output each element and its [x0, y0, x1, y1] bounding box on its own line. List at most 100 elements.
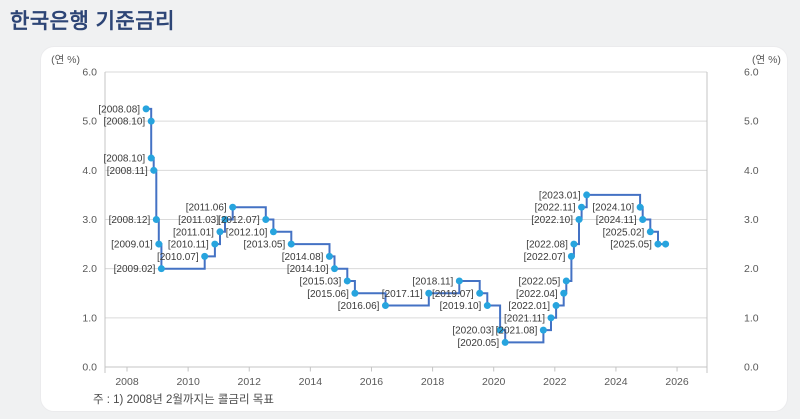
data-point-label: [2008.11] — [107, 166, 148, 177]
x-axis-tick-label: 2024 — [604, 376, 628, 388]
data-point-label: [2017.11] — [382, 289, 423, 300]
page-title: 한국은행 기준금리 — [10, 10, 175, 33]
data-point-label: [2010.07] — [157, 252, 199, 263]
data-point-label: [2012.07] — [218, 215, 260, 226]
data-point — [560, 289, 568, 297]
data-point — [221, 216, 229, 223]
data-point-label: [2022.11] — [535, 203, 576, 214]
data-point-label: [2022.07] — [524, 252, 566, 263]
y-axis-tick-label-left: 3.0 — [82, 214, 97, 226]
data-point-label: [2019.07] — [432, 289, 474, 300]
data-point — [575, 216, 583, 223]
data-point-label: [2025.05] — [610, 240, 652, 251]
data-point — [476, 289, 484, 297]
data-point — [455, 277, 463, 285]
data-point — [539, 326, 547, 334]
data-point-label: [2019.10] — [440, 301, 482, 312]
y-axis-tick-label-left: 6.0 — [82, 67, 97, 79]
data-point — [501, 338, 509, 346]
data-point — [152, 216, 160, 223]
data-point — [325, 252, 333, 260]
y-axis-tick-label-left: 2.0 — [82, 263, 97, 275]
data-point-label: [2011.06] — [186, 203, 227, 214]
y-axis-tick-label-right: 4.0 — [744, 165, 759, 177]
y-axis-tick-label-left: 4.0 — [82, 165, 97, 177]
x-axis-tick-label: 2010 — [176, 376, 200, 388]
data-point — [147, 117, 155, 125]
chart-footnote: 주 : 1) 2008년 2월까지는 콜금리 목표 — [93, 394, 274, 406]
data-point-label: [2022.04] — [516, 289, 558, 300]
data-point-label: [2020.03] — [452, 326, 494, 337]
data-point — [381, 302, 389, 310]
data-point — [343, 277, 351, 285]
data-point-label: [2020.05] — [457, 338, 499, 349]
data-point — [552, 302, 560, 310]
data-point-label: [2018.11] — [412, 276, 453, 287]
data-point — [211, 240, 219, 248]
data-point — [229, 203, 237, 211]
y-axis-tick-label-left: 5.0 — [82, 116, 97, 128]
data-point-label: [2022.05] — [519, 276, 561, 287]
x-axis-tick-label: 2026 — [665, 376, 689, 388]
data-point — [639, 216, 647, 223]
data-point — [216, 228, 224, 236]
data-point — [425, 289, 433, 297]
y-axis-tick-label-right: 0.0 — [744, 362, 759, 374]
x-axis-tick-label: 2022 — [543, 376, 567, 388]
x-axis-tick-label: 2016 — [360, 376, 384, 388]
data-point-label: [2008.10] — [103, 154, 145, 165]
data-point-label: [2022.08] — [526, 240, 568, 251]
data-point — [578, 203, 586, 211]
data-point-label: [2011.01] — [173, 227, 214, 238]
data-point — [351, 289, 359, 297]
data-point-label: [2011.03] — [178, 215, 219, 226]
data-point-label: [2015.03] — [300, 276, 342, 287]
unit-label-right: (연 %) — [752, 54, 781, 66]
x-axis-tick-label: 2020 — [482, 376, 506, 388]
data-point-label: [2021.08] — [496, 326, 538, 337]
data-point-label: [2009.01] — [111, 240, 153, 251]
data-point — [654, 240, 662, 248]
data-point — [583, 191, 591, 199]
y-axis-tick-label-right: 6.0 — [744, 67, 759, 79]
data-point — [570, 240, 578, 248]
y-axis-tick-label-right: 2.0 — [744, 263, 759, 275]
data-point — [562, 277, 570, 285]
data-point — [201, 252, 209, 260]
data-point-label: [2024.11] — [596, 215, 637, 226]
data-point — [262, 216, 270, 223]
y-axis-tick-label-right: 3.0 — [744, 214, 759, 226]
chart-card — [40, 46, 788, 412]
data-point — [150, 166, 158, 174]
data-point-label: [2012.10] — [226, 227, 268, 238]
data-point — [496, 326, 504, 334]
x-axis-tick-label: 2008 — [115, 376, 139, 388]
x-axis-tick-label: 2014 — [299, 376, 323, 388]
data-point-label: [2015.06] — [307, 289, 349, 300]
data-point-label: [2008.12] — [109, 215, 151, 226]
data-point — [662, 240, 670, 248]
unit-label-left: (연 %) — [51, 54, 80, 66]
data-point — [646, 228, 654, 236]
data-point — [483, 302, 491, 310]
y-axis-tick-label-left: 1.0 — [82, 312, 97, 324]
data-point-label: [2013.05] — [244, 240, 286, 251]
data-point — [269, 228, 277, 236]
data-point-label: [2023.01] — [539, 190, 581, 201]
data-point-label: [2014.08] — [282, 252, 324, 263]
data-point — [147, 154, 155, 162]
y-axis-tick-label-left: 0.0 — [82, 362, 97, 374]
data-point-label: [2008.08] — [98, 104, 140, 115]
data-point — [547, 314, 555, 322]
data-point — [142, 105, 150, 113]
data-point-label: [2021.11] — [504, 313, 545, 324]
x-axis-tick-label: 2012 — [238, 376, 262, 388]
y-axis-tick-label-right: 1.0 — [744, 312, 759, 324]
data-point — [331, 265, 339, 273]
data-point-label: [2009.02] — [114, 264, 156, 275]
data-point-label: [2022.01] — [508, 301, 550, 312]
y-axis-tick-label-right: 5.0 — [744, 116, 759, 128]
data-point-label: [2025.02] — [603, 227, 645, 238]
data-point-label: [2016.06] — [338, 301, 380, 312]
